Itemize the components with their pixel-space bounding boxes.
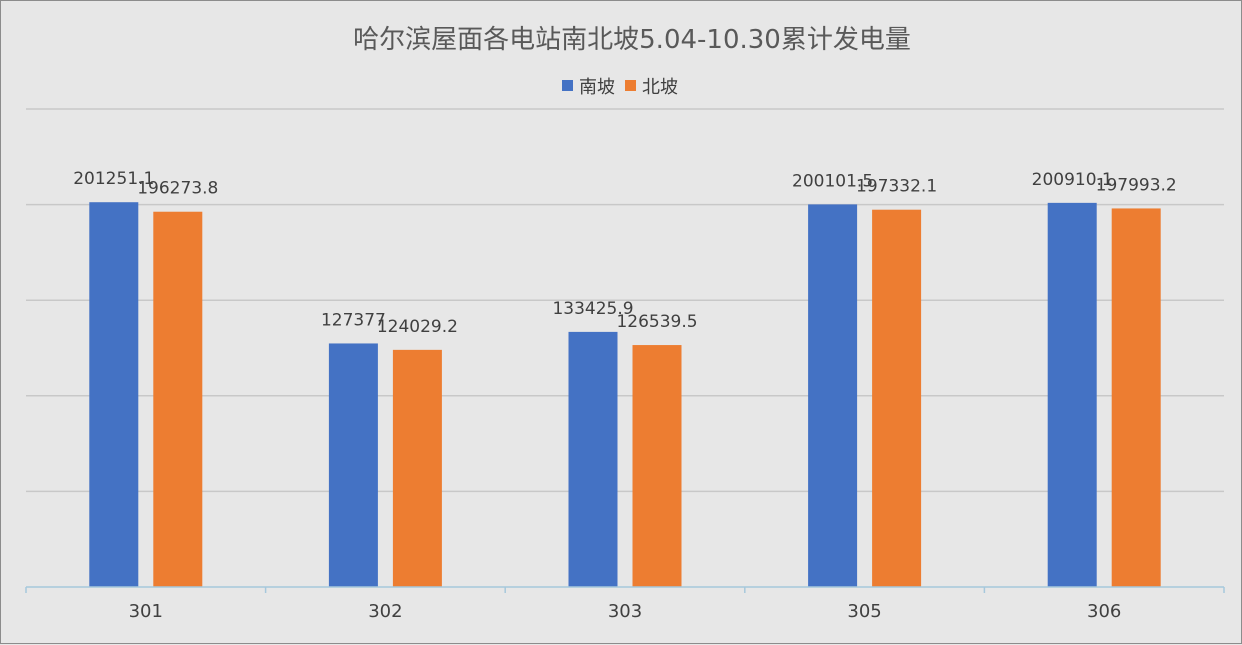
data-label: 200910.1 [1032, 170, 1113, 190]
data-label: 201251.1 [73, 169, 154, 189]
legend-label-south: 南坡 [579, 77, 615, 98]
bars [89, 202, 1161, 588]
bar-south-301 [89, 202, 139, 588]
chart-title: 哈尔滨屋面各电站南北坡5.04-10.30累计发电量 [353, 25, 911, 55]
x-tick-label: 303 [608, 601, 642, 622]
data-label: 200101.5 [792, 171, 873, 191]
bar-north-303 [632, 345, 682, 587]
gridlines [26, 108, 1224, 493]
data-label: 133425.9 [552, 299, 633, 319]
data-label: 127377 [321, 310, 386, 330]
bar-north-306 [1111, 208, 1161, 587]
x-tick-label: 305 [847, 601, 881, 622]
x-axis: 301 302 303 305 306 [25, 586, 1225, 622]
data-label: 196273.8 [137, 179, 218, 199]
data-label: 126539.5 [616, 312, 697, 332]
x-tick-label: 301 [129, 601, 163, 622]
bar-south-305 [808, 204, 858, 587]
bar-south-306 [1047, 202, 1097, 587]
x-tick-label: 302 [368, 601, 402, 622]
legend-swatch-north [625, 80, 636, 91]
bar-south-303 [568, 331, 618, 587]
x-tick-label: 306 [1087, 601, 1121, 622]
legend: 南坡 北坡 [562, 77, 678, 98]
bar-north-305 [872, 209, 922, 587]
data-label: 197332.1 [856, 177, 937, 197]
bar-north-302 [392, 349, 442, 587]
legend-label-north: 北坡 [642, 77, 678, 98]
bar-north-301 [153, 211, 203, 587]
data-label: 197993.2 [1096, 175, 1177, 195]
bar-south-302 [328, 343, 378, 587]
legend-swatch-south [562, 80, 573, 91]
data-label: 124029.2 [377, 317, 458, 337]
